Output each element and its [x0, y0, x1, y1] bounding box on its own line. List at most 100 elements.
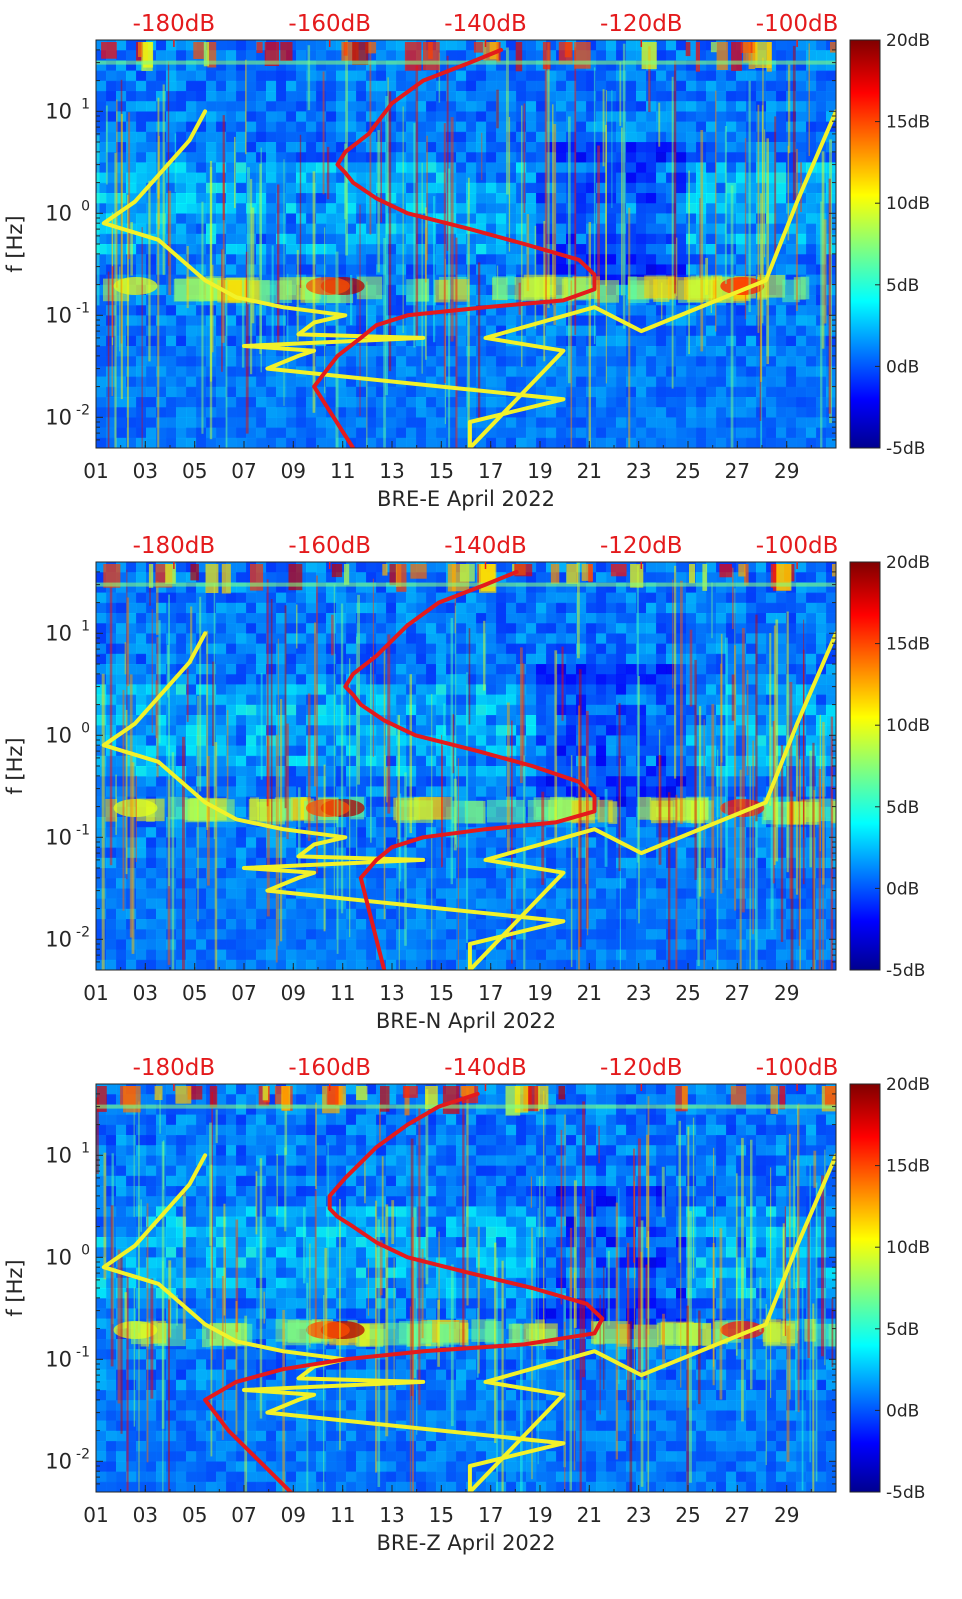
x-tick-label: 21 — [577, 459, 602, 483]
colorbar-tick-label: 20dB — [886, 31, 930, 51]
x-tick-label: 19 — [527, 981, 552, 1005]
top-db-tick-label: -180dB — [133, 533, 216, 559]
yellow-model-line — [101, 1153, 836, 1492]
x-tick-label: 19 — [527, 1503, 552, 1527]
y-axis-label: f [Hz] — [3, 1259, 27, 1316]
x-tick-label: 25 — [675, 459, 700, 483]
y-tick-label: 10 — [45, 927, 72, 951]
y-axis-label: f [Hz] — [3, 737, 27, 794]
x-tick-label: 05 — [182, 459, 207, 483]
red-psd-line — [343, 569, 597, 970]
y-tick-label: 10 — [45, 825, 72, 849]
x-axis-label: BRE-E April 2022 — [377, 487, 555, 511]
x-tick-label: 03 — [133, 1503, 158, 1527]
colorbar-tick-label: -5dB — [886, 1483, 925, 1503]
y-tick-label: 10 — [45, 1143, 72, 1167]
top-db-tick-label: -100dB — [756, 11, 839, 37]
x-tick-label: 11 — [330, 981, 355, 1005]
x-tick-label: 11 — [330, 1503, 355, 1527]
x-tick-label: 17 — [478, 459, 503, 483]
colorbar-tick-label: -5dB — [886, 439, 925, 459]
top-db-tick-label: -140dB — [444, 1055, 527, 1081]
x-tick-label: 09 — [281, 1503, 306, 1527]
colorbar — [849, 1083, 881, 1493]
x-tick-label: 05 — [182, 1503, 207, 1527]
y-tick-exponent: 1 — [81, 96, 90, 112]
y-tick-label: 10 — [45, 1347, 72, 1371]
colorbar — [849, 561, 881, 971]
spectrogram-image — [96, 562, 836, 970]
y-axis-label: f [Hz] — [3, 215, 27, 272]
y-tick-exponent: -2 — [76, 402, 90, 418]
y-tick-exponent: -2 — [76, 924, 90, 940]
colorbar-tick-label: 5dB — [886, 798, 919, 818]
x-tick-label: 07 — [231, 981, 256, 1005]
x-tick-label: 29 — [774, 981, 799, 1005]
x-tick-label: 17 — [478, 1503, 503, 1527]
colorbar-tick-label: 0dB — [886, 1401, 919, 1421]
x-tick-label: 29 — [774, 1503, 799, 1527]
colorbar — [849, 39, 881, 449]
y-tick-exponent: 1 — [81, 1140, 90, 1156]
colorbar-tick-label: 15dB — [886, 1157, 930, 1177]
colorbar-tick-label: 20dB — [886, 553, 930, 573]
x-tick-label: 15 — [429, 459, 454, 483]
x-tick-label: 19 — [527, 459, 552, 483]
y-tick-label: 10 — [45, 201, 72, 225]
y-tick-label: 10 — [45, 405, 72, 429]
y-tick-label: 10 — [45, 1245, 72, 1269]
y-tick-label: 10 — [45, 1449, 72, 1473]
top-db-tick-label: -100dB — [756, 1055, 839, 1081]
x-tick-label: 23 — [626, 1503, 651, 1527]
x-tick-label: 29 — [774, 459, 799, 483]
y-tick-exponent: 0 — [81, 198, 90, 214]
x-tick-label: 23 — [626, 981, 651, 1005]
x-tick-label: 23 — [626, 459, 651, 483]
top-db-tick-label: -160dB — [288, 533, 371, 559]
y-tick-exponent: 0 — [81, 1242, 90, 1258]
top-db-tick-label: -180dB — [133, 11, 216, 37]
x-tick-label: 13 — [379, 1503, 404, 1527]
x-tick-label: 15 — [429, 1503, 454, 1527]
x-tick-label: 03 — [133, 981, 158, 1005]
x-tick-label: 07 — [231, 459, 256, 483]
top-db-tick-label: -160dB — [288, 1055, 371, 1081]
x-tick-label: 05 — [182, 981, 207, 1005]
y-tick-exponent: -1 — [76, 1344, 90, 1360]
top-db-tick-label: -120dB — [600, 1055, 683, 1081]
y-tick-label: 10 — [45, 621, 72, 645]
top-db-tick-label: -140dB — [444, 533, 527, 559]
y-tick-exponent: 1 — [81, 618, 90, 634]
x-tick-label: 09 — [281, 981, 306, 1005]
y-tick-exponent: -1 — [76, 822, 90, 838]
red-psd-line — [203, 1091, 605, 1492]
spectrogram-image — [96, 40, 836, 448]
top-db-tick-label: -120dB — [600, 533, 683, 559]
colorbar-tick-label: 5dB — [886, 276, 919, 296]
x-tick-label: 01 — [83, 459, 108, 483]
x-tick-label: 21 — [577, 1503, 602, 1527]
spectrogram-image — [96, 1084, 836, 1492]
x-tick-label: 27 — [725, 459, 750, 483]
colorbar-tick-label: 0dB — [886, 357, 919, 377]
top-db-tick-label: -140dB — [444, 11, 527, 37]
colorbar-tick-label: -5dB — [886, 961, 925, 981]
colorbar-tick-label: 10dB — [886, 1238, 930, 1258]
yellow-model-line — [101, 109, 836, 448]
top-db-tick-label: -180dB — [133, 1055, 216, 1081]
y-tick-exponent: -1 — [76, 300, 90, 316]
x-tick-label: 13 — [379, 981, 404, 1005]
y-tick-label: 10 — [45, 303, 72, 327]
x-axis-label: BRE-Z April 2022 — [376, 1531, 555, 1555]
x-tick-label: 25 — [675, 981, 700, 1005]
top-db-tick-label: -160dB — [288, 11, 371, 37]
x-tick-label: 25 — [675, 1503, 700, 1527]
y-tick-exponent: 0 — [81, 720, 90, 736]
x-tick-label: 11 — [330, 459, 355, 483]
colorbar-tick-label: 10dB — [886, 716, 930, 736]
x-tick-label: 01 — [83, 1503, 108, 1527]
y-tick-label: 10 — [45, 99, 72, 123]
colorbar-tick-label: 20dB — [886, 1075, 930, 1095]
